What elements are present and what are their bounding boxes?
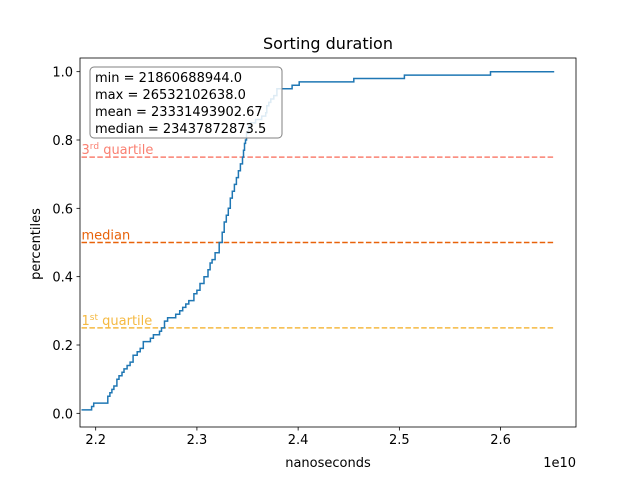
stats-line-2: mean = 23331493902.67 — [95, 105, 263, 120]
x-tick-label: 2.4 — [288, 433, 309, 448]
stats-line-3: median = 23437872873.5 — [95, 122, 266, 137]
y-tick-label: 0.2 — [52, 339, 73, 354]
stats-box — [89, 66, 283, 139]
reference-line-label-1: median — [82, 229, 131, 244]
reference-line-label-2: 1st quartile — [82, 313, 153, 329]
stats-line-1: max = 26532102638.0 — [95, 88, 246, 103]
y-tick-label: 0.6 — [52, 202, 73, 217]
y-tick-label: 1.0 — [52, 66, 73, 81]
x-tick-label: 2.3 — [187, 433, 208, 448]
x-axis-offset-label: 1e10 — [543, 456, 576, 471]
y-tick-label: 0.0 — [52, 407, 73, 422]
plot-area: 3rd quartile median 1st quartile 2.2 2.3 2.4 2… — [52, 57, 577, 448]
reference-line-label-0: 3rd quartile — [82, 142, 154, 158]
y-axis-label: percentiles — [29, 208, 44, 280]
x-tick-label: 2.2 — [85, 433, 106, 448]
chart-title: Sorting duration — [263, 34, 393, 53]
x-axis-label: nanoseconds — [285, 456, 371, 471]
y-tick-label: 0.8 — [52, 134, 73, 149]
y-tick-label: 0.4 — [52, 271, 73, 286]
stats-line-0: min = 21860688944.0 — [95, 71, 242, 86]
axes-frame — [79, 57, 577, 428]
x-tick-label: 2.5 — [389, 433, 410, 448]
x-tick-label: 2.6 — [490, 433, 511, 448]
